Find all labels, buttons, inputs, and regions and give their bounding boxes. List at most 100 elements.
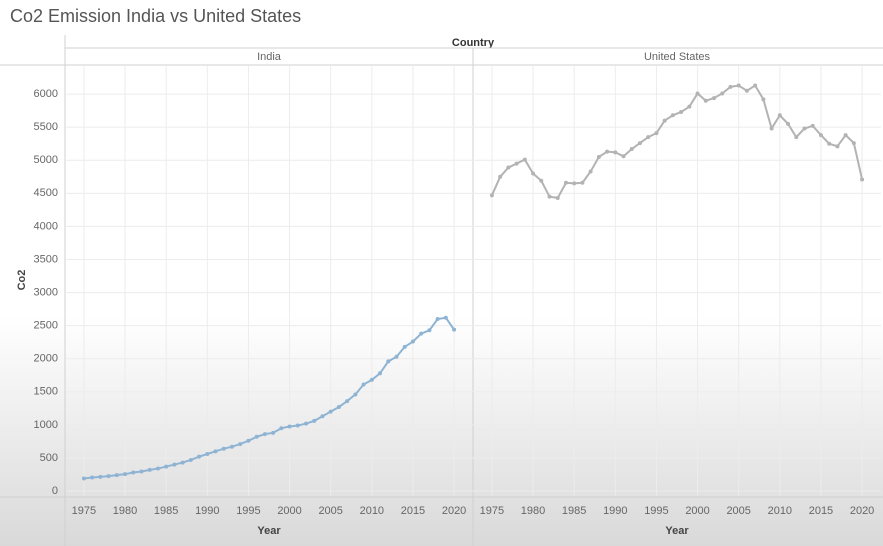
data-point — [361, 382, 366, 387]
data-point — [81, 476, 86, 481]
data-point — [531, 171, 536, 176]
x-tick-label: 1975 — [480, 505, 504, 517]
x-tick-label: 2015 — [401, 505, 425, 517]
data-point — [402, 344, 407, 349]
x-tick-label: 1990 — [603, 505, 627, 517]
data-point — [229, 444, 234, 449]
y-tick-label: 5000 — [34, 154, 58, 166]
data-point — [654, 131, 659, 136]
data-point — [769, 126, 774, 131]
data-point — [736, 83, 741, 88]
data-point — [254, 434, 259, 439]
data-point — [506, 165, 511, 170]
data-point — [613, 150, 618, 155]
data-point — [221, 446, 226, 451]
data-point — [147, 467, 152, 472]
data-point — [246, 438, 251, 443]
data-point — [312, 418, 317, 423]
y-tick-label: 1500 — [34, 386, 58, 398]
x-tick-label: 1985 — [154, 505, 178, 517]
panel-header: India — [257, 51, 282, 63]
data-point — [679, 109, 684, 114]
data-point — [777, 113, 782, 118]
data-point — [646, 135, 651, 140]
data-point — [687, 104, 692, 109]
data-point — [827, 141, 832, 146]
data-point — [555, 195, 560, 200]
data-point — [851, 141, 856, 146]
y-axis-label: Co2 — [16, 270, 28, 291]
y-tick-label: 2000 — [34, 353, 58, 365]
data-point — [123, 472, 128, 477]
x-tick-label: 1975 — [72, 505, 96, 517]
data-point — [720, 91, 725, 96]
x-tick-label: 2010 — [768, 505, 792, 517]
y-tick-label: 3000 — [34, 286, 58, 298]
data-point — [670, 113, 675, 118]
data-point — [514, 161, 519, 166]
data-point — [394, 354, 399, 359]
data-point — [786, 121, 791, 126]
data-point — [320, 414, 325, 419]
data-point — [835, 144, 840, 149]
data-point — [304, 421, 309, 426]
data-point — [353, 392, 358, 397]
y-tick-label: 3500 — [34, 253, 58, 265]
data-point — [498, 174, 503, 179]
y-tick-label: 4500 — [34, 187, 58, 199]
data-point — [139, 469, 144, 474]
data-point — [843, 133, 848, 138]
data-point — [753, 83, 758, 88]
data-point — [295, 423, 300, 428]
data-point — [98, 474, 103, 479]
data-point — [662, 118, 667, 123]
y-tick-label: 0 — [52, 485, 58, 497]
data-point — [172, 462, 177, 467]
y-tick-label: 2500 — [34, 320, 58, 332]
y-tick-label: 1000 — [34, 419, 58, 431]
y-tick-label: 500 — [40, 452, 58, 464]
data-point — [213, 449, 218, 454]
data-point — [188, 457, 193, 462]
data-point — [621, 154, 626, 159]
x-tick-label: 1995 — [236, 505, 260, 517]
data-point — [262, 432, 267, 437]
x-tick-label: 2005 — [318, 505, 342, 517]
data-point — [410, 339, 415, 344]
x-tick-label: 2020 — [442, 505, 466, 517]
x-tick-label: 2005 — [726, 505, 750, 517]
data-point — [761, 97, 766, 102]
data-point — [205, 451, 210, 456]
data-point — [580, 180, 585, 185]
data-point — [131, 470, 136, 475]
data-point — [279, 426, 284, 431]
data-point — [695, 91, 700, 96]
x-tick-label: 1995 — [644, 505, 668, 517]
x-tick-label: 2010 — [360, 505, 384, 517]
data-point — [378, 371, 383, 376]
x-tick-label: 2020 — [850, 505, 874, 517]
data-point — [114, 473, 119, 478]
x-axis-label: Year — [665, 525, 689, 537]
data-point — [155, 466, 160, 471]
x-tick-label: 2015 — [809, 505, 833, 517]
chart-title: Co2 Emission India vs United States — [10, 6, 301, 26]
data-point — [197, 454, 202, 459]
data-point — [728, 84, 733, 89]
data-point — [238, 442, 243, 447]
data-point — [271, 430, 276, 435]
column-header: Country — [452, 37, 495, 49]
x-tick-label: 2000 — [277, 505, 301, 517]
panel-header: United States — [644, 51, 711, 63]
data-point — [703, 98, 708, 103]
y-tick-label: 6000 — [34, 88, 58, 100]
data-point — [386, 359, 391, 364]
data-point — [336, 405, 341, 410]
data-point — [419, 331, 424, 336]
data-point — [180, 460, 185, 465]
data-point — [637, 141, 642, 146]
data-point — [596, 154, 601, 159]
data-point — [572, 181, 577, 186]
